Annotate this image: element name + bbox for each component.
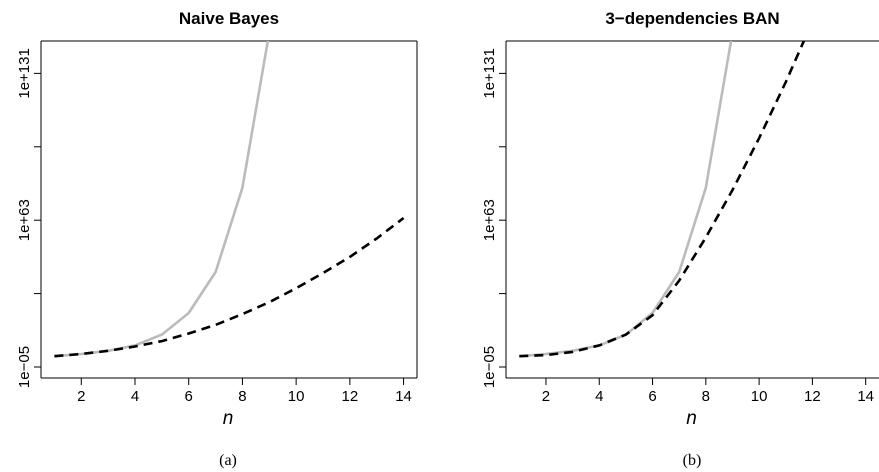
- chart-panel-2: 3−dependencies BAN 2 4 6 8 10 12 14 n 1e−05 1e+63 1…: [481, 9, 879, 469]
- x-tick-label: 14: [395, 388, 412, 405]
- x-tick-label: 8: [238, 388, 246, 405]
- y-tick-label: 1e+131: [16, 48, 33, 98]
- series-line-solid: [519, 41, 733, 358]
- series-line-dashed: [519, 41, 806, 358]
- x-tick-label: 6: [648, 388, 656, 405]
- x-axis-label: n: [686, 408, 697, 429]
- x-tick-label: 12: [342, 388, 359, 405]
- chart-title: 3−dependencies BAN: [605, 9, 779, 28]
- x-tick-label: 10: [288, 388, 305, 405]
- x-tick-label: 2: [77, 388, 85, 405]
- y-tick-label: 1e−05: [16, 346, 33, 388]
- x-tick-label: 12: [804, 388, 821, 405]
- y-tick-label: 1e−05: [481, 346, 498, 388]
- chart-panel-1: Naive Bayes 2 4 6 8 10 12 14 n 1e−05 1e+63 1e+131 (a…: [16, 9, 418, 469]
- x-tick-label: 4: [595, 388, 603, 405]
- y-tick-label: 1e+63: [16, 199, 33, 241]
- chart-title: Naive Bayes: [179, 9, 279, 28]
- series-line-dashed: [54, 216, 405, 358]
- y-tick-label: 1e+131: [481, 48, 498, 98]
- x-tick-label: 6: [185, 388, 193, 405]
- y-tick-label: 1e+63: [481, 199, 498, 241]
- x-tick-label: 8: [702, 388, 710, 405]
- panel-caption: (a): [219, 452, 237, 469]
- x-axis-label: n: [223, 408, 234, 429]
- x-tick-label: 10: [751, 388, 768, 405]
- x-tick-label: 4: [131, 388, 139, 405]
- panel-caption: (b): [683, 452, 702, 469]
- x-tick-label: 14: [857, 388, 874, 405]
- x-tick-label: 2: [542, 388, 550, 405]
- series-line-solid: [54, 41, 270, 358]
